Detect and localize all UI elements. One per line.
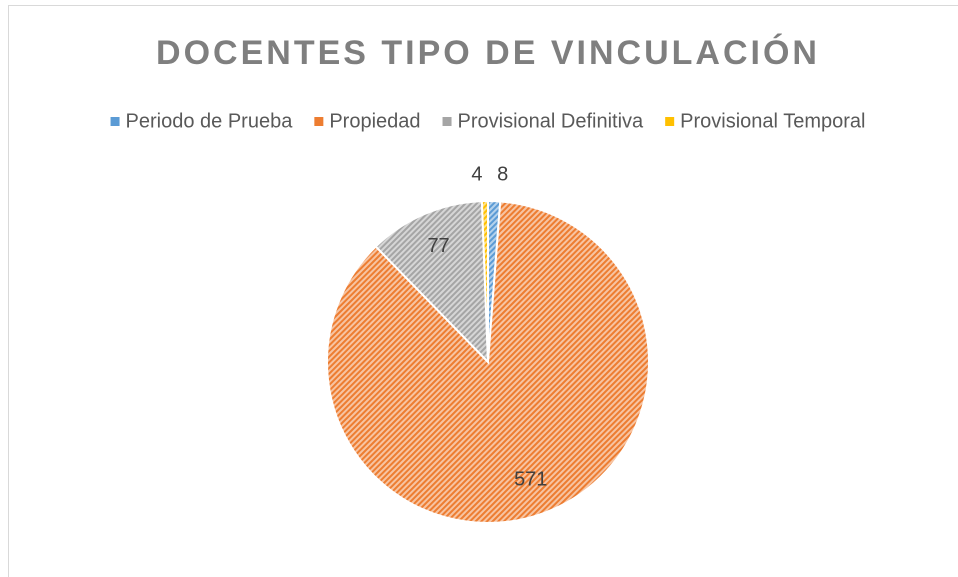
data-label: 4 [471,164,482,186]
legend-swatch [110,117,120,126]
legend-swatch [314,117,324,126]
legend-label: Provisional Definitiva [458,110,645,132]
data-label: 571 [514,468,547,490]
data-label: 77 [427,235,449,257]
legend: Periodo de Prueba Propiedad Provisional De… [110,110,865,132]
legend-label: Periodo de Prueba [126,110,294,132]
legend-swatch [665,117,675,126]
pie-slice [480,199,489,363]
legend-swatch [442,117,452,126]
pie-slice [374,200,490,365]
chart-title: DOCENTES TIPO DE VINCULACIÓN [156,34,820,72]
legend-label: Provisional Temporal [680,110,865,132]
data-label: 8 [497,164,508,186]
legend-label: Propiedad [329,110,420,132]
